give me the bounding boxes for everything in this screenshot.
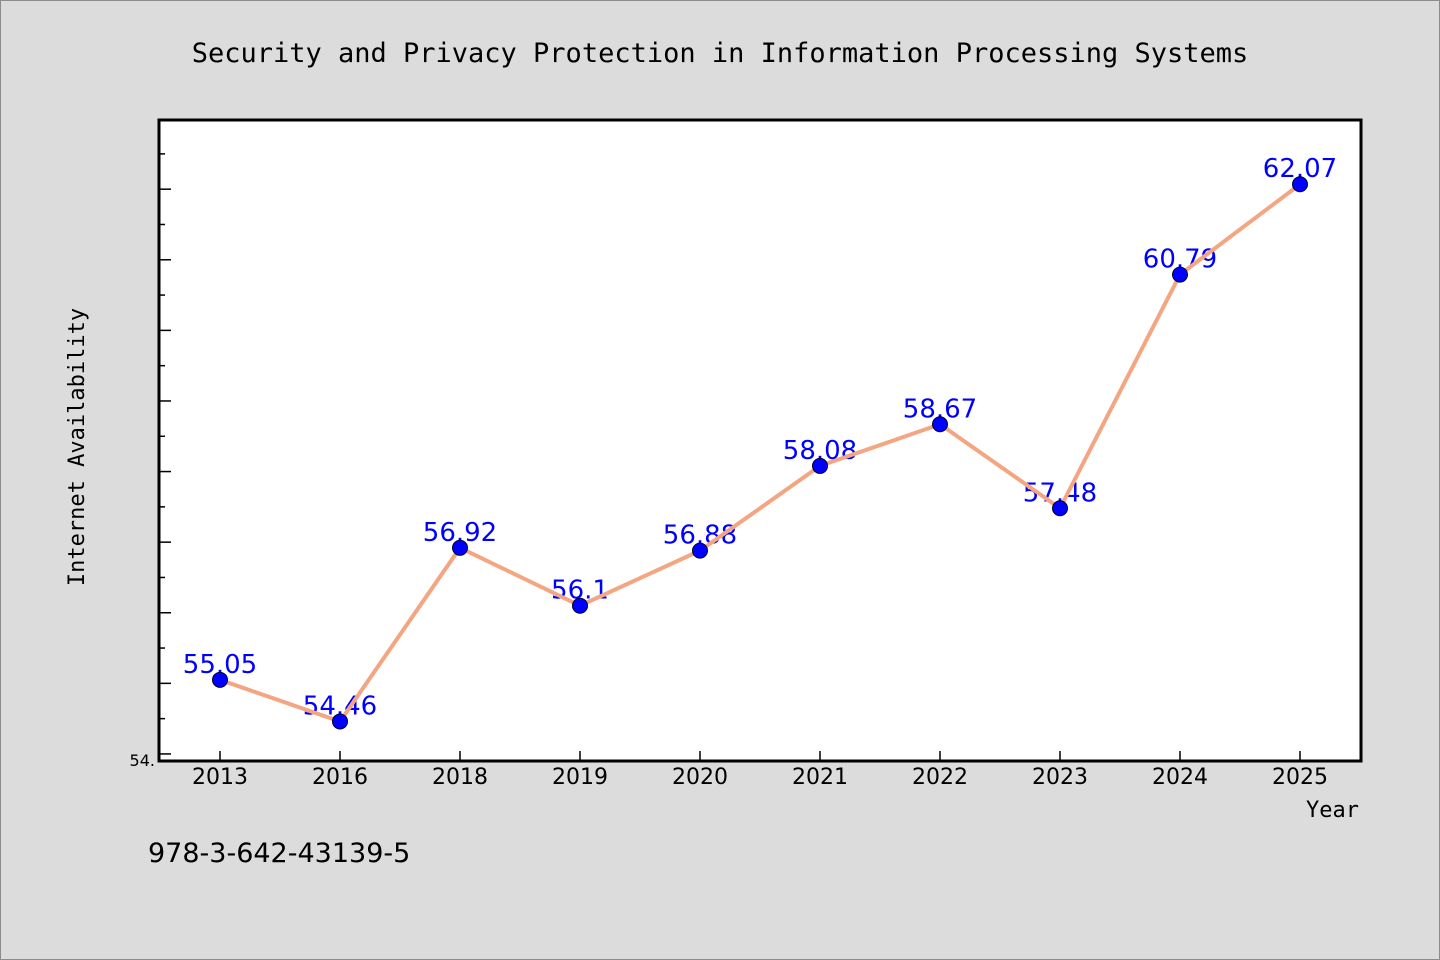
x-tick-label-2019: 2019 — [552, 765, 608, 790]
x-axis-label: Year — [1306, 798, 1359, 823]
y-axis-ticks — [159, 153, 171, 755]
y-axis-label: Internet Availability — [65, 308, 90, 586]
data-point-2020 — [692, 542, 708, 559]
y-axis-min-label: 54. — [130, 751, 155, 770]
x-tick-label-2025: 2025 — [1272, 765, 1328, 790]
series-line-group — [212, 176, 1308, 730]
data-point-2022 — [932, 416, 948, 433]
data-point-2019 — [572, 597, 588, 614]
x-tick-label-2018: 2018 — [432, 765, 488, 790]
series-line — [218, 182, 1302, 724]
data-point-2023 — [1052, 500, 1068, 517]
isbn-text: 978-3-642-43139-5 — [148, 838, 410, 869]
data-point-2025 — [1292, 176, 1308, 193]
x-tick-label-2023: 2023 — [1032, 765, 1088, 790]
chart-title: Security and Privacy Protection in Infor… — [192, 38, 1249, 69]
data-point-2013 — [212, 671, 228, 688]
x-axis-ticks: 2013 2016 2018 2019 2020 2021 2022 2023 2024 2025 — [192, 751, 1328, 790]
data-point-2024 — [1172, 266, 1188, 283]
x-tick-label-2013: 2013 — [192, 765, 248, 790]
data-point-2021 — [812, 457, 828, 474]
data-point-2018 — [452, 539, 468, 556]
x-tick-label-2024: 2024 — [1152, 765, 1208, 790]
x-tick-label-2016: 2016 — [312, 765, 368, 790]
plot-area — [157, 118, 1363, 763]
x-tick-label-2021: 2021 — [792, 765, 848, 790]
x-tick-label-2020: 2020 — [672, 765, 728, 790]
x-tick-label-2022: 2022 — [912, 765, 968, 790]
data-point-2016 — [332, 713, 348, 730]
